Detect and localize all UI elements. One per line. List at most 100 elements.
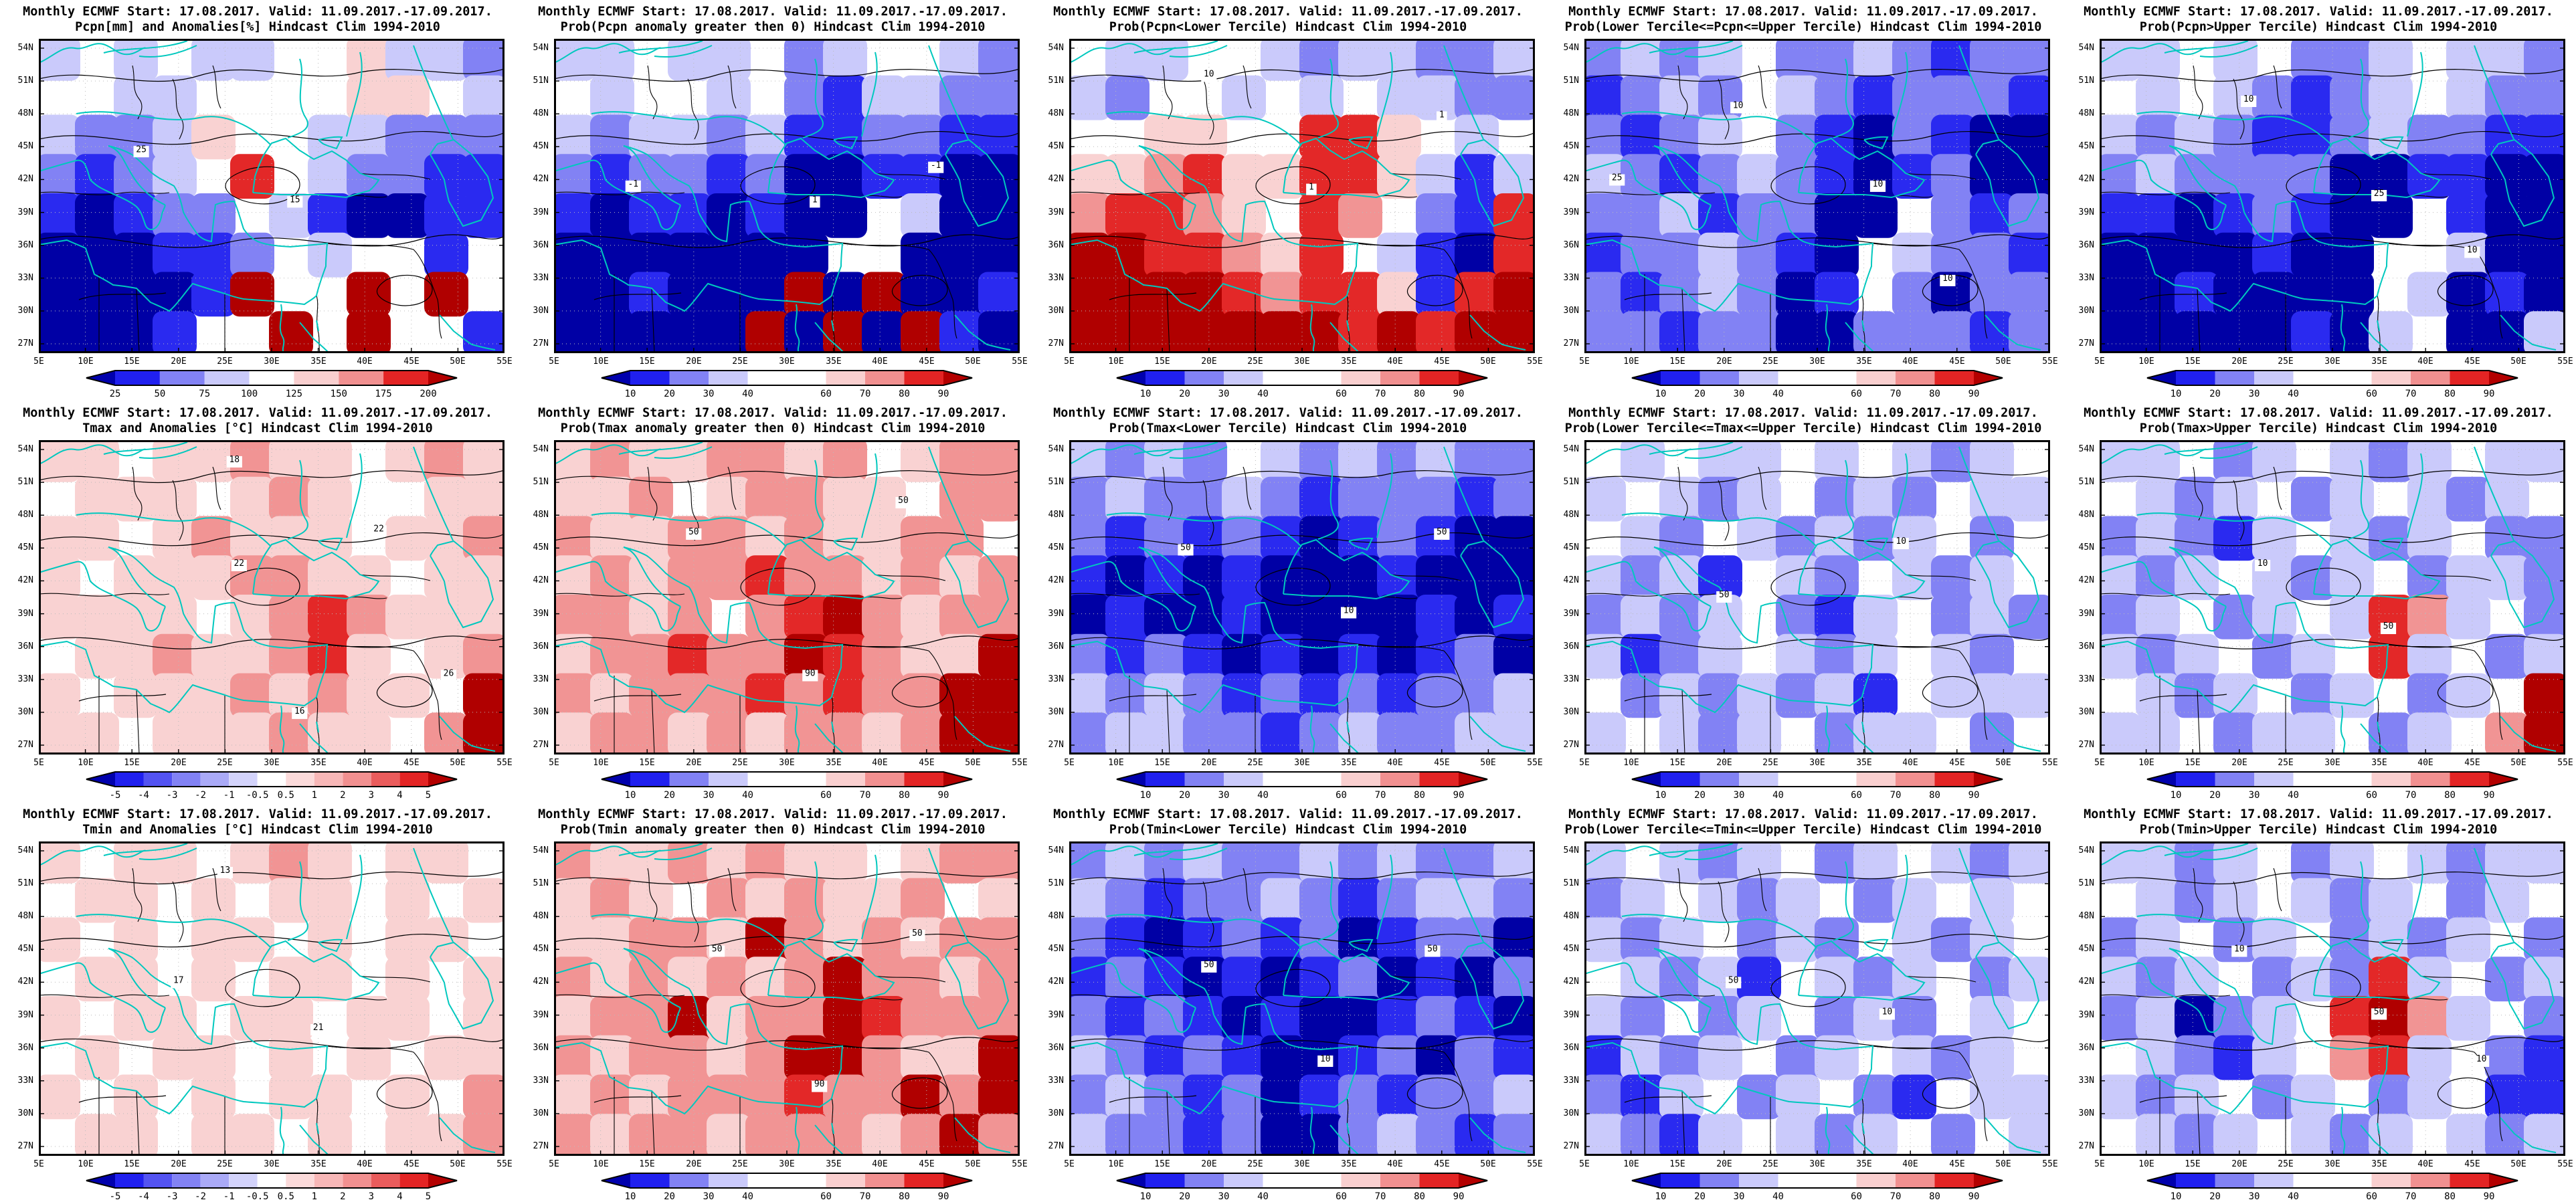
colorbar-segment	[1661, 371, 1700, 385]
colorbar-segment	[371, 1173, 400, 1188]
contour-line	[1069, 470, 1535, 484]
colorbar-tick-label: 60	[1851, 790, 1862, 801]
country-border-path	[842, 644, 957, 740]
colorbar-segment	[1896, 1173, 1935, 1188]
coastline-path	[1798, 538, 1926, 600]
lon-label: 15E	[1669, 1159, 1685, 1169]
contour-line	[1770, 969, 1846, 1007]
forecast-panel: Monthly ECMWF Start: 17.08.2017. Valid: …	[1030, 401, 1546, 803]
lon-label: 30E	[264, 357, 280, 367]
colorbar-segment	[865, 1173, 905, 1188]
panel-title-line1: Monthly ECMWF Start: 17.08.2017. Valid: …	[23, 406, 492, 420]
country-border-path	[1069, 593, 1200, 597]
colorbar-segment	[2450, 772, 2489, 787]
graticule	[554, 440, 1020, 755]
coastline-path	[2100, 145, 2389, 312]
colorbar-tick-label: 70	[1890, 1191, 1902, 1202]
colorbar-area: 25 50 75 100 125 150 175 200	[84, 369, 459, 399]
colorbar-svg: 10 20 30 40 60 70 80 90	[2146, 370, 2518, 399]
contour-line	[2100, 1037, 2565, 1051]
coastline-path	[1649, 40, 1743, 58]
lat-label: 48N	[17, 510, 33, 520]
lon-label: 35E	[2371, 758, 2387, 768]
coastline-path	[1348, 537, 1374, 551]
lon-label: 15E	[2185, 1159, 2201, 1169]
panel-title-line1: Monthly ECMWF Start: 17.08.2017. Valid: …	[1568, 5, 2038, 19]
coastline-path	[2100, 948, 2389, 1115]
lat-label: 39N	[1563, 207, 1579, 217]
map-frame	[39, 440, 504, 755]
coastline-path	[833, 136, 858, 150]
lon-label: 25E	[217, 357, 233, 367]
colorbar-area: 10 20 30 40 60 70 80 90	[2145, 369, 2520, 399]
colorbar-arrow-left	[1632, 772, 1661, 787]
colorbar-arrow-right	[1459, 1173, 1487, 1188]
colorbar-tick-label: 40	[2288, 1191, 2299, 1202]
map-frame	[39, 39, 504, 353]
colorbar-arrow-right	[428, 371, 457, 385]
lat-label: 42N	[533, 977, 549, 987]
coastline-layer	[2100, 441, 2557, 755]
lat-label: 36N	[17, 1043, 33, 1053]
coastline-path	[2379, 938, 2404, 952]
colorbar-arrow-left	[602, 371, 630, 385]
contour-line	[593, 1095, 682, 1103]
colorbar-segment	[747, 1173, 826, 1188]
coastline-path	[1621, 45, 1999, 145]
contour-label: 50	[709, 944, 725, 957]
colorbar-segment	[1184, 1173, 1224, 1188]
lon-label: 35E	[1341, 758, 1357, 768]
contour-label: 1	[1306, 183, 1317, 195]
lat-label: 51N	[1048, 878, 1064, 888]
panel-title-line2: Prob(Lower Tercile<=Tmax<=Upper Tercile)…	[1564, 421, 2042, 435]
lat-label: 51N	[1048, 477, 1064, 487]
panel-title-line1: Monthly ECMWF Start: 17.08.2017. Valid: …	[2084, 406, 2553, 420]
lat-label: 39N	[2078, 207, 2094, 217]
coastline-path	[945, 540, 1010, 629]
colorbar-arrow-left	[86, 371, 115, 385]
lat-label: 42N	[1048, 575, 1064, 585]
colorbar-svg: -5 -4 -3 -2 -1 -0.5 0.5 1 2 3 4 5	[86, 1173, 458, 1202]
forecast-panel: Monthly ECMWF Start: 17.08.2017. Valid: …	[515, 0, 1030, 401]
contour-label: 10	[1341, 606, 1357, 619]
colorbar-tick-label: 125	[286, 389, 302, 399]
coastline-path	[2164, 40, 2258, 58]
contour-label: 1	[810, 195, 820, 208]
lat-label: 27N	[1563, 1141, 1579, 1151]
coastline-layer	[39, 843, 496, 1156]
colorbar-segment	[2450, 371, 2489, 385]
coastline-path	[1069, 145, 1359, 312]
lat-label: 39N	[533, 609, 549, 619]
lon-label: 25E	[1762, 1159, 1778, 1169]
lat-label: 45N	[17, 944, 33, 954]
contour-label: 15	[287, 195, 303, 208]
colorbar-tick-label: 10	[625, 790, 636, 801]
colorbar-tick-label: -0.5	[246, 1191, 269, 1202]
lat-label: 30N	[1563, 707, 1579, 717]
colorbar-tick-label: 90	[2484, 790, 2495, 801]
coastline-path	[1863, 537, 1889, 551]
map-area: 10 50	[2100, 440, 2565, 755]
colorbar-tick-label: 75	[199, 389, 210, 399]
colorbar-outline	[601, 1173, 973, 1189]
lon-label: 50E	[965, 1159, 981, 1169]
colorbar-segment	[2293, 772, 2372, 787]
colorbar-tick-label: 80	[1414, 389, 1425, 399]
country-border-path	[614, 676, 836, 755]
border-layer	[39, 868, 442, 1156]
forecast-panel: Monthly ECMWF Start: 17.08.2017. Valid: …	[1546, 803, 2061, 1204]
country-border-path	[1872, 644, 1988, 740]
forecast-panel: Monthly ECMWF Start: 17.08.2017. Valid: …	[2061, 401, 2576, 803]
lon-label: 20E	[1716, 758, 1732, 768]
contour-line	[1069, 68, 1535, 82]
lat-label: 30N	[533, 306, 549, 316]
colorbar-segment	[1224, 772, 1263, 787]
colorbar-arrow-right	[2489, 772, 2518, 787]
coastline-path	[1975, 138, 2040, 227]
lat-label: 54N	[1048, 845, 1064, 856]
lon-label: 50E	[1480, 758, 1496, 768]
contour-line	[593, 292, 682, 300]
svg-text:21: 21	[313, 1023, 324, 1033]
colorbar-arrow-left	[2147, 1173, 2176, 1188]
lat-label: 51N	[17, 878, 33, 888]
